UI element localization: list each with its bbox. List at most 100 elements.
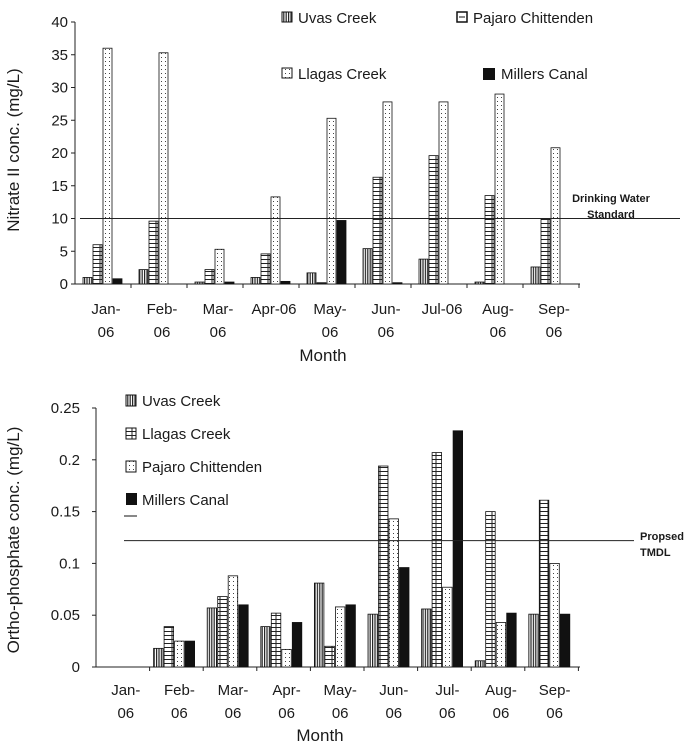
y-tick-label: 0.2 (59, 452, 80, 469)
x-tick-label: Feb- (164, 682, 195, 699)
legend-label-uvas-creek: Uvas Creek (298, 10, 377, 27)
y-tick-label: 0.1 (59, 555, 80, 572)
bar-millers-canal-jun-06 (399, 567, 410, 668)
legend-label-millers-canal: Millers Canal (142, 492, 229, 509)
bar-llagas-creek-aug-06 (485, 511, 496, 668)
bar-pajaro-chittenden-mar-06 (214, 248, 225, 285)
x-tick-label: Mar- (203, 301, 234, 318)
y-tick-label: 30 (51, 80, 68, 97)
x-tick-label: May- (313, 301, 346, 318)
y-tick-label: 40 (51, 14, 68, 31)
bar-llagas-creek-mar-06 (217, 596, 228, 668)
x-tick-label: 06 (154, 324, 171, 341)
bar-pajaro-chittenden-feb-06 (158, 52, 169, 285)
y-tick-label: 5 (60, 243, 68, 260)
bar-pajaro-chittenden-may-06 (326, 117, 337, 285)
x-tick-label: 06 (225, 705, 242, 722)
bar-uvas-creek-apr-06 (260, 626, 271, 668)
bar-llagas-creek-sep-06 (540, 218, 551, 285)
bar-uvas-creek-jun-06 (367, 613, 378, 668)
x-tick-label: 06 (385, 705, 402, 722)
bar-uvas-creek-mar-06 (206, 607, 218, 668)
x-tick-label: 06 (322, 324, 339, 341)
legend-swatch-uvas-creek (125, 394, 137, 407)
x-tick-label: Sep- (539, 682, 571, 699)
bar-uvas-creek-feb-06 (153, 647, 164, 668)
bar-millers-canal-apr-06 (291, 622, 303, 668)
bar-pajaro-chittenden-apr-06 (270, 196, 281, 285)
legend-swatch-pajaro-chittenden (125, 460, 137, 473)
x-tick-label: 06 (171, 705, 188, 722)
phosphate-reference-label-line1: Propsed (640, 531, 684, 543)
x-tick-label: 06 (378, 324, 395, 341)
bar-pajaro-chittenden-jun-06 (388, 518, 399, 668)
bar-millers-canal-jan-06 (112, 278, 123, 285)
x-tick-label: Jan- (111, 682, 140, 699)
bar-llagas-creek-feb-06 (163, 626, 175, 668)
bar-millers-canal-aug-06 (506, 612, 517, 668)
bar-uvas-creek-apr-06 (250, 277, 261, 285)
bar-pajaro-chittenden-jun-06 (382, 101, 393, 285)
x-tick-label: Jul- (435, 682, 459, 699)
x-tick-label: 06 (493, 705, 510, 722)
bar-uvas-creek-feb-06 (138, 269, 149, 285)
nitrate-chart: Nitrate II conc. (mg/L) Month 0 5 10 15 20 25… (4, 10, 680, 365)
y-tick-label: 20 (51, 145, 68, 162)
legend-swatch-llagas-creek (281, 67, 293, 79)
bar-pajaro-chittenden-sep-06 (550, 147, 561, 285)
bar-llagas-creek-jul-06 (431, 452, 443, 668)
bar-llagas-creek-jan-06 (92, 244, 103, 285)
legend-label-llagas-creek: Llagas Creek (298, 66, 387, 83)
nitrate-plot: 0 5 10 15 20 25 30 35 40 Jan- 06 Feb- 06 Mar- 06 Apr-06… (51, 14, 680, 341)
bar-uvas-creek-jul-06 (421, 608, 432, 668)
bar-pajaro-chittenden-jul-06 (438, 101, 449, 285)
legend-label-pajaro-chittenden: Pajaro Chittenden (473, 10, 593, 27)
y-tick-label: 0 (60, 276, 68, 293)
bar-millers-canal-feb-06 (184, 640, 196, 668)
x-tick-label: Apr-06 (251, 301, 296, 318)
y-tick-label: 0.05 (51, 607, 80, 624)
bar-pajaro-chittenden-jan-06 (102, 47, 113, 285)
y-tick-label: 35 (51, 47, 68, 64)
x-tick-label: May- (324, 682, 357, 699)
phosphate-plot: 0 0.05 0.1 0.15 0.2 0.25 Jan- 06 Feb- 06 Mar- 06 Apr… (51, 400, 634, 722)
x-tick-label: 06 (546, 705, 563, 722)
bar-llagas-creek-may-06 (316, 282, 327, 285)
bar-millers-canal-sep-06 (559, 613, 571, 668)
x-tick-label: 06 (439, 705, 456, 722)
bar-uvas-creek-sep-06 (528, 613, 539, 668)
x-tick-label: Jan- (91, 301, 120, 318)
bar-llagas-creek-mar-06 (204, 269, 215, 285)
phosphate-reference-label-line2: TMDL (640, 547, 671, 559)
x-tick-label: Feb- (147, 301, 178, 318)
bar-uvas-creek-aug-06 (474, 660, 486, 668)
x-tick-label: 06 (98, 324, 115, 341)
bar-pajaro-chittenden-aug-06 (494, 93, 505, 285)
nitrate-y-axis-label: Nitrate II conc. (mg/L) (4, 68, 23, 231)
x-tick-label: 06 (490, 324, 507, 341)
legend-swatch-millers-canal (483, 68, 495, 80)
bar-llagas-creek-jul-06 (428, 155, 439, 285)
legend-swatch-millers-canal (126, 493, 137, 505)
bar-llagas-creek-jun-06 (378, 465, 389, 668)
bar-millers-canal-may-06 (345, 604, 356, 668)
x-tick-label: Aug- (485, 682, 517, 699)
phosphate-x-axis-label: Month (296, 726, 343, 745)
bar-uvas-creek-may-06 (313, 582, 325, 668)
bar-uvas-creek-may-06 (306, 272, 317, 285)
y-tick-label: 0.25 (51, 400, 80, 417)
bar-uvas-creek-jul-06 (418, 258, 429, 285)
y-tick-label: 0 (72, 659, 80, 676)
nitrate-x-axis-label: Month (299, 346, 346, 365)
nitrate-reference-label-line2: Standard (587, 209, 635, 221)
y-tick-label: 25 (51, 112, 68, 129)
phosphate-legend: Uvas Creek Llagas Creek Pajaro Chittende… (124, 393, 262, 517)
bar-millers-canal-jun-06 (392, 282, 403, 285)
bar-llagas-creek-apr-06 (260, 253, 271, 285)
legend-swatch-uvas-creek (281, 11, 293, 23)
x-tick-label: 06 (332, 705, 349, 722)
x-tick-label: Aug- (482, 301, 514, 318)
phosphate-y-axis-label: Ortho-phosphate conc. (mg/L) (4, 427, 23, 654)
y-tick-label: 10 (51, 211, 68, 228)
